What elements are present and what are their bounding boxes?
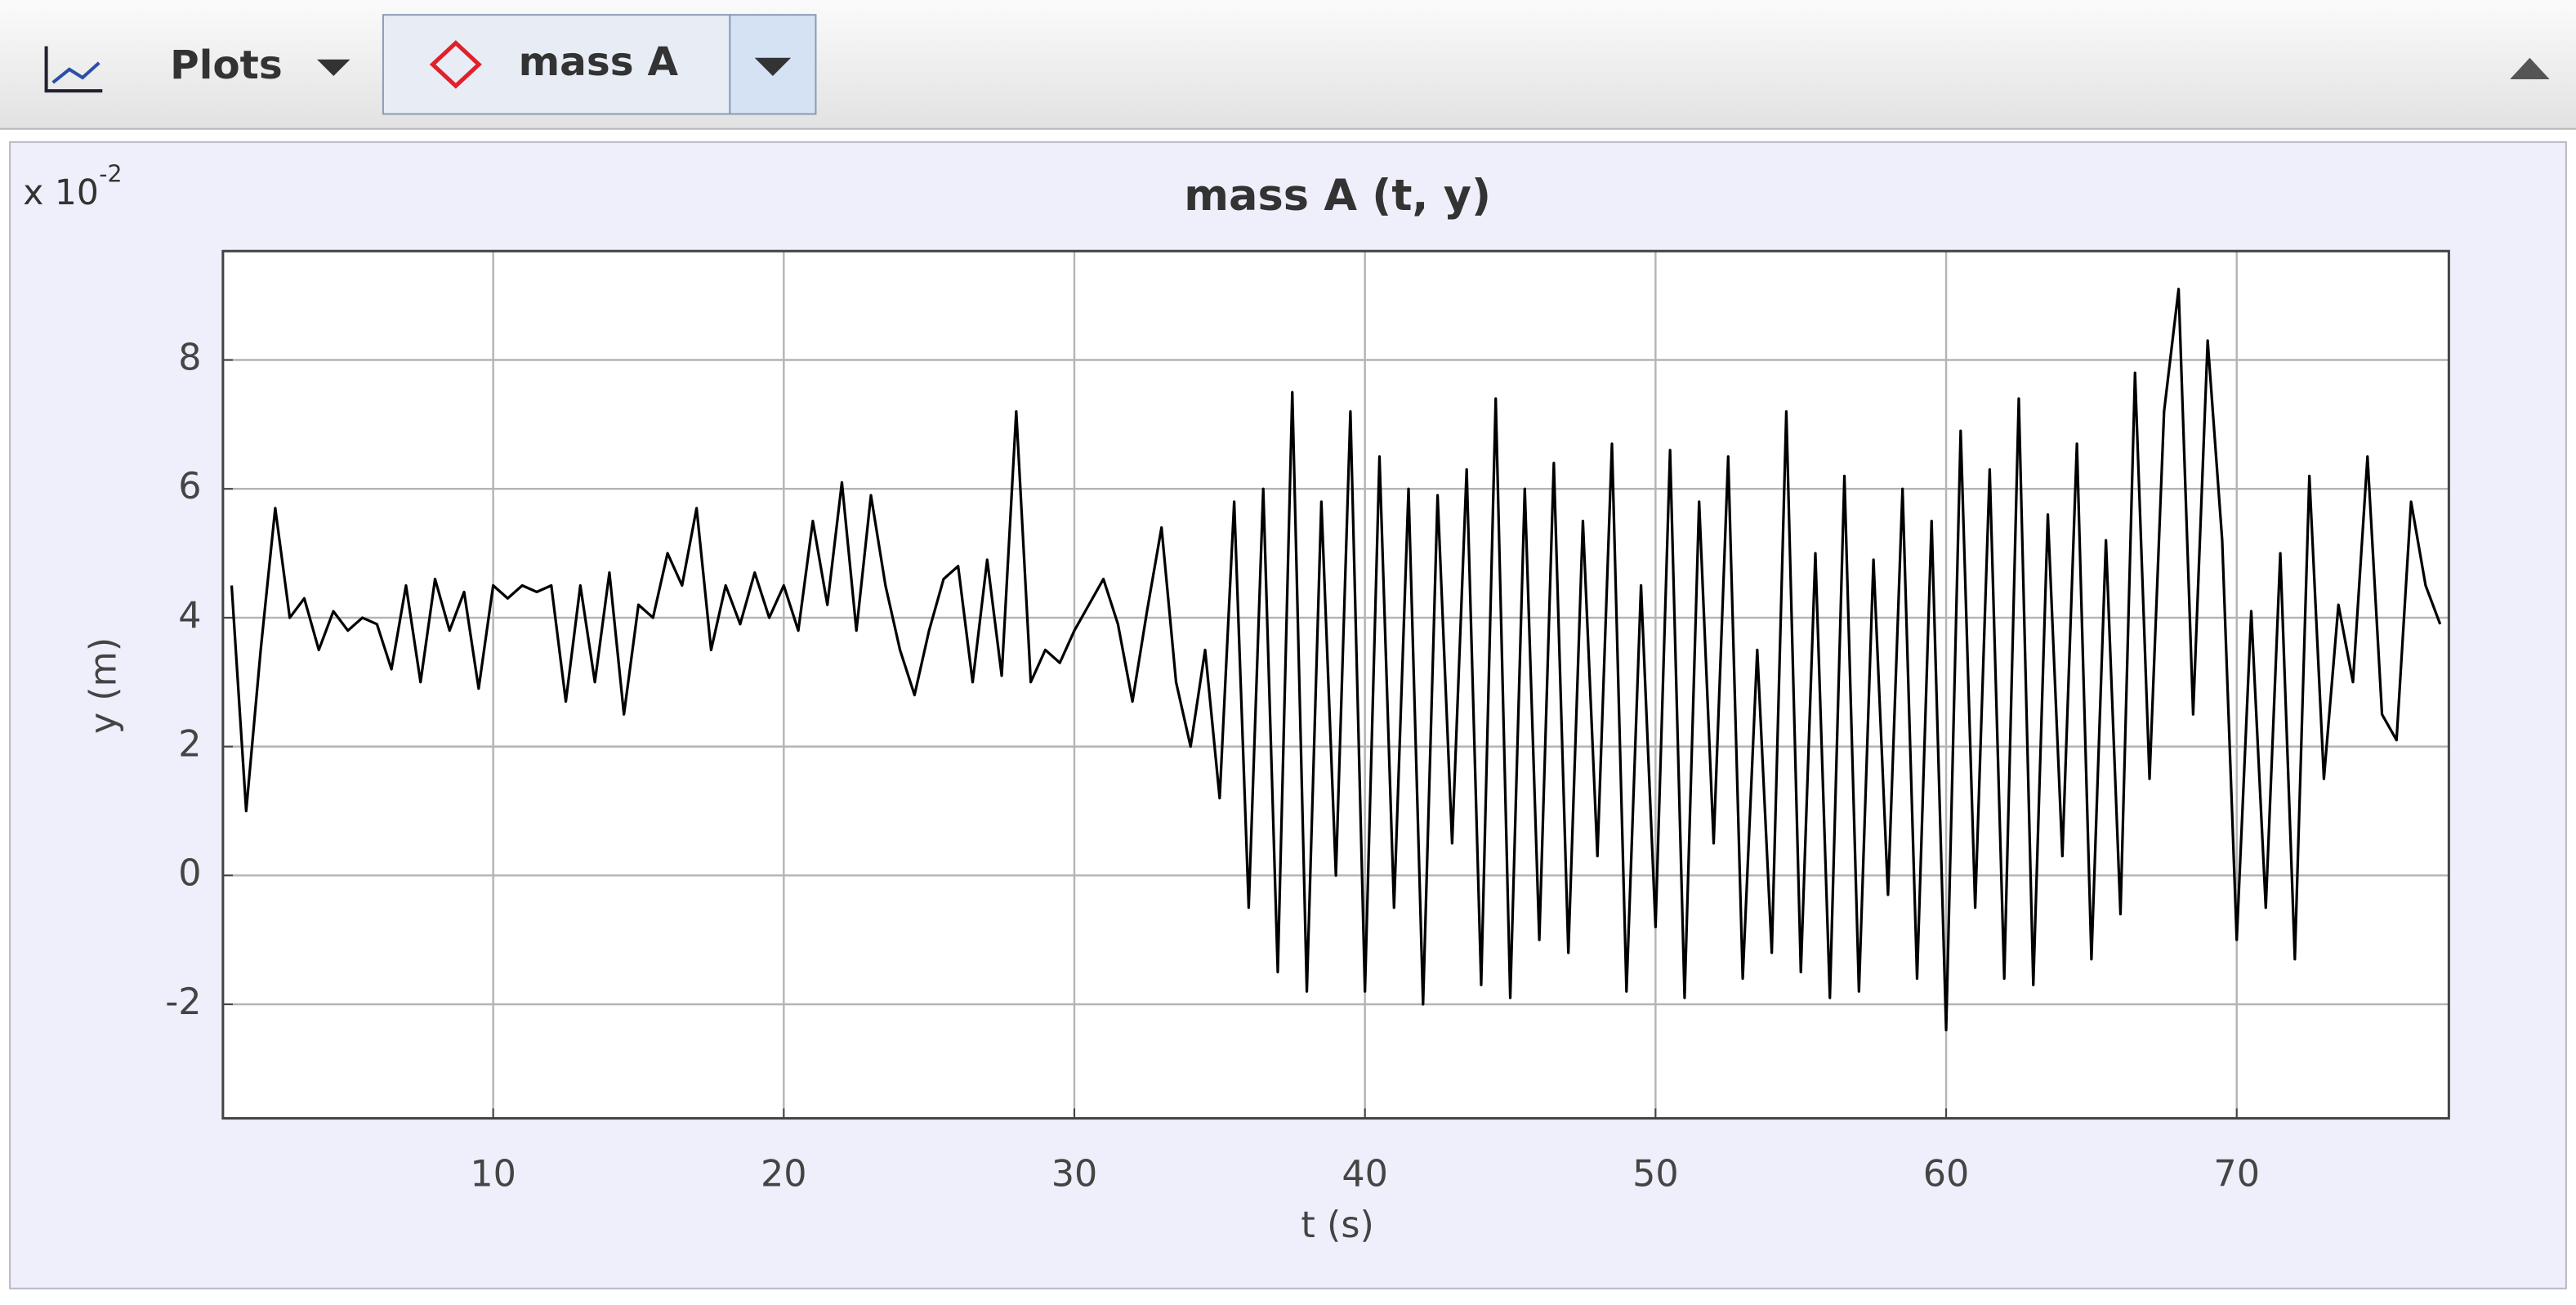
x-tick-label: 10 — [470, 1153, 516, 1195]
series-name[interactable]: mass A — [519, 39, 679, 85]
plots-menu[interactable]: Plots — [170, 42, 283, 88]
series-marker-icon — [429, 40, 482, 89]
x-tick-label: 40 — [1342, 1153, 1388, 1195]
plot-area — [222, 251, 2449, 1119]
chart-title: mass A (t, y) — [1184, 171, 1491, 221]
collapse-button[interactable] — [2510, 57, 2550, 80]
y-tick-label: 6 — [178, 466, 201, 507]
y-multiplier-exponent: -2 — [99, 160, 122, 187]
dropdown-arrow[interactable] — [317, 59, 350, 76]
y-tick-label: 4 — [178, 595, 201, 637]
x-axis-label: t (s) — [1301, 1204, 1373, 1246]
y-tick-label: 2 — [178, 724, 201, 766]
plot-frame — [221, 249, 2450, 1120]
y-tick-label: 8 — [178, 337, 201, 379]
y-axis-label: y (m) — [83, 637, 124, 734]
x-tick-label: 70 — [2213, 1153, 2260, 1195]
y-tick-label: -2 — [165, 981, 201, 1023]
plots-icon[interactable] — [44, 46, 103, 93]
x-tick-label: 60 — [1923, 1153, 1970, 1195]
series-selector[interactable] — [382, 14, 731, 115]
data-line — [230, 288, 2442, 1032]
x-tick-label: 50 — [1632, 1153, 1679, 1195]
x-tick-label: 30 — [1051, 1153, 1098, 1195]
y-tick-label: 0 — [178, 852, 201, 894]
x-tick-label: 20 — [761, 1153, 807, 1195]
y-multiplier: x 10 — [23, 173, 99, 213]
dropdown-arrow[interactable] — [754, 57, 792, 76]
